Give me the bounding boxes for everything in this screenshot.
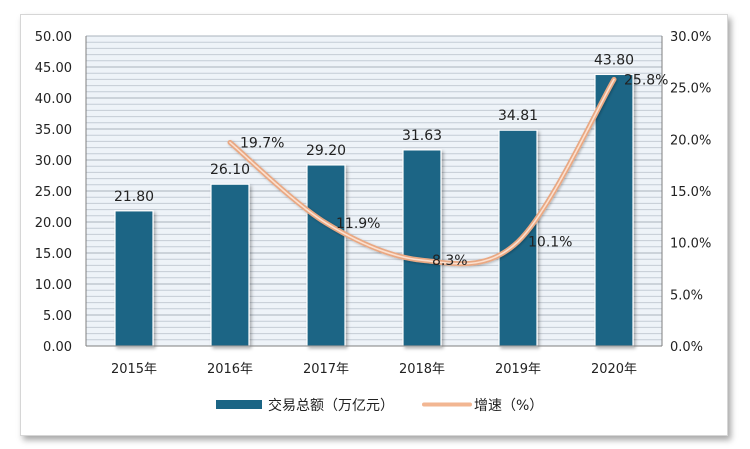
x-tick-label: 2016年 [207,362,253,377]
bar-value-label: 26.10 [210,162,250,178]
bar [594,73,634,347]
rate-value-label: 8.3% [432,253,468,269]
bar [402,149,442,347]
y-right-tick-label: 10.0% [670,237,711,252]
bar-value-label: 29.20 [306,143,346,159]
y-right-tick-label: 5.0% [670,288,703,303]
line-series [227,76,617,267]
bar-value-label: 34.81 [498,108,538,124]
y-right-tick-label: 0.0% [670,340,703,355]
y-right-tick-label: 25.0% [670,82,711,97]
data-labels: 21.80 26.10 29.20 31.63 34.81 43.80 19.7% 11.9%… [114,52,669,269]
y-left-tick-label: 10.00 [35,278,72,293]
y-left-tick-label: 50.00 [35,30,72,45]
y-left-tick-label: 0.00 [43,340,72,355]
legend-label-line: 增速（%） [474,398,543,414]
y-left-tick-label: 5.00 [43,309,72,324]
y-left-tick-label: 45.00 [35,61,72,76]
x-tick-label: 2020年 [591,362,637,377]
rate-value-label: 19.7% [240,135,284,151]
x-tick-label: 2015年 [111,362,157,377]
y-right-tick-label: 15.0% [670,185,711,200]
bar-value-label: 43.80 [594,52,634,68]
legend-swatch-bar [216,400,262,409]
y-left-tick-label: 25.00 [35,185,72,200]
rate-value-label: 10.1% [528,235,572,251]
bar [114,210,154,347]
rate-value-label: 11.9% [336,216,380,232]
y-right-tick-label: 20.0% [670,133,711,148]
y-left-tick-label: 20.00 [35,216,72,231]
bar [210,183,250,347]
rate-value-label: 25.8% [624,72,668,88]
y-right-tick-label: 30.0% [670,30,711,45]
x-tick-label: 2017年 [303,362,349,377]
bar [498,129,538,347]
x-tick-label: 2018年 [399,362,445,377]
axes: 0.00 5.00 10.00 15.00 20.00 25.00 30.00 35.00 40… [35,30,712,377]
y-left-tick-label: 35.00 [35,123,72,138]
growth-rate-line-highlight [229,78,615,265]
bar [306,164,346,347]
legend-label-bar: 交易总额（万亿元） [268,397,394,414]
y-left-tick-label: 40.00 [35,92,72,107]
legend: 交易总额（万亿元） 增速（%） [216,397,543,414]
y-left-tick-label: 30.00 [35,154,72,169]
bar-value-label: 31.63 [402,128,442,144]
y-left-tick-label: 15.00 [35,247,72,262]
x-tick-label: 2019年 [495,362,541,377]
bar-value-label: 21.80 [114,189,154,205]
